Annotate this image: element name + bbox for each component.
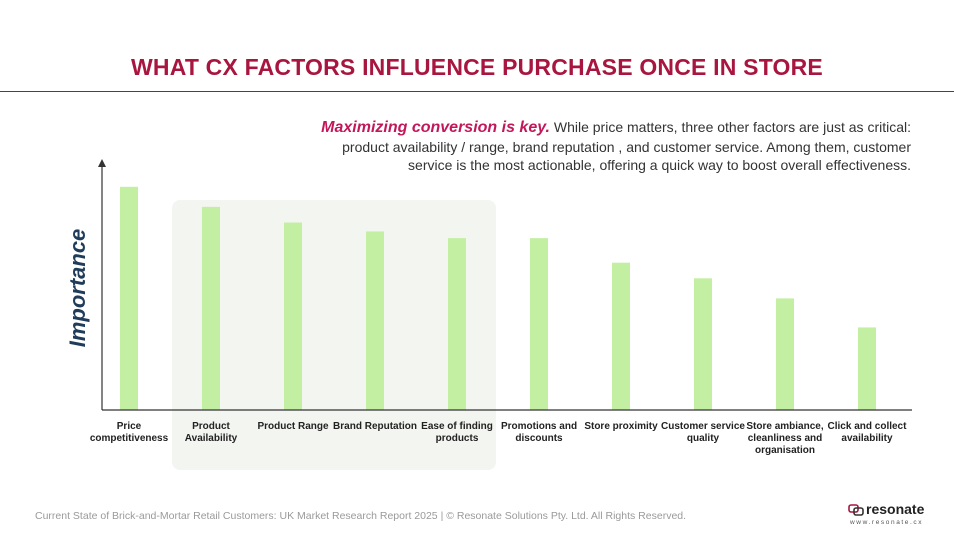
- logo-name: resonate: [866, 501, 925, 517]
- x-tick-label: Store ambiance, cleanliness and organisa…: [746, 421, 824, 456]
- bar-8: [694, 278, 712, 410]
- x-tick-label: Promotions and discounts: [500, 421, 578, 444]
- bar-9: [776, 298, 794, 410]
- bar-10: [858, 327, 876, 410]
- footer-copyright: Current State of Brick-and-Mortar Retail…: [35, 510, 687, 522]
- x-tick-label: Ease of finding products: [421, 421, 493, 444]
- x-tick-label: Click and collect availability: [827, 421, 907, 444]
- resonate-logo[interactable]: resonate www.resonate.cx: [848, 501, 924, 526]
- bar-7: [612, 262, 630, 410]
- logo-url: www.resonate.cx: [850, 519, 924, 526]
- bar-3: [284, 222, 302, 410]
- x-tick-label: Product Availability: [184, 421, 238, 444]
- x-tick-label: Customer service quality: [661, 421, 745, 444]
- bar-5: [448, 238, 466, 410]
- x-tick-label: Product Range: [257, 421, 329, 432]
- x-tick-label: Store proximity: [584, 421, 658, 432]
- x-tick-label: Price competitiveness: [89, 421, 169, 444]
- callout-body: While price matters, three other factors…: [342, 119, 911, 173]
- bar-2: [202, 206, 220, 410]
- y-axis-arrow: [98, 159, 106, 167]
- title-divider: [0, 91, 954, 92]
- highlight-band: [172, 200, 496, 470]
- bar-4: [366, 231, 384, 410]
- bar-1: [120, 186, 138, 410]
- resonate-logo-icon: [848, 504, 864, 516]
- x-tick-label: Brand Reputation: [333, 421, 417, 432]
- page-title: WHAT CX FACTORS INFLUENCE PURCHASE ONCE …: [131, 54, 823, 80]
- bar-6: [530, 238, 548, 410]
- callout-text: Maximizing conversion is key. While pric…: [311, 118, 911, 175]
- callout-lead: Maximizing conversion is key.: [321, 119, 550, 136]
